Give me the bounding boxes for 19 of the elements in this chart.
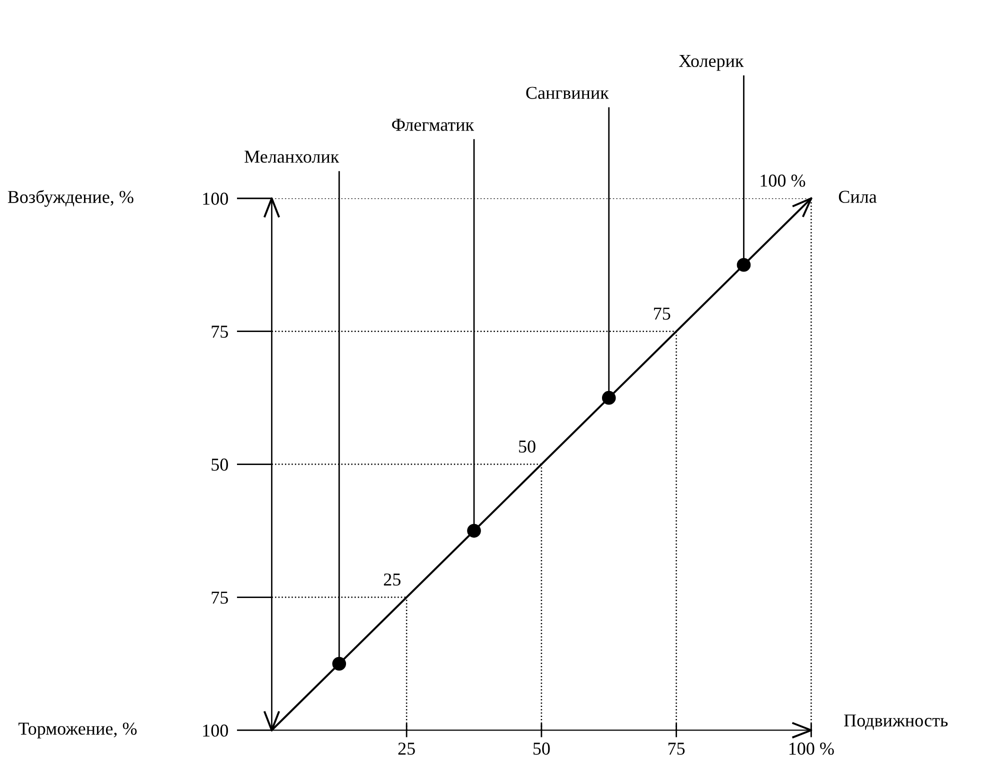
- text: Холерик: [678, 55, 744, 71]
- annotation: 25: [384, 573, 400, 586]
- y-tick-label: 50: [212, 458, 228, 471]
- annotation: 100 %: [760, 174, 806, 187]
- text: Флегматик: [392, 118, 474, 131]
- text: Возбуждение, %: [8, 190, 134, 207]
- text: Сангвиник: [526, 86, 609, 99]
- annotation: Сила: [838, 190, 877, 203]
- x-tick-label: 75: [668, 742, 685, 755]
- x-tick-label: 50: [533, 742, 550, 755]
- y2-axis-title: Торможение, %: [18, 722, 137, 738]
- y-tick-label: 75: [212, 326, 228, 338]
- y-tick-label: 100: [203, 192, 228, 205]
- x-tick-label: 100 %: [789, 742, 834, 755]
- annotation: 75: [654, 308, 670, 320]
- annotation: 50: [519, 440, 536, 453]
- text: Меланхолик: [244, 150, 340, 163]
- x-axis-title: Подвижность: [844, 714, 948, 730]
- x-tick-label: 25: [398, 742, 415, 755]
